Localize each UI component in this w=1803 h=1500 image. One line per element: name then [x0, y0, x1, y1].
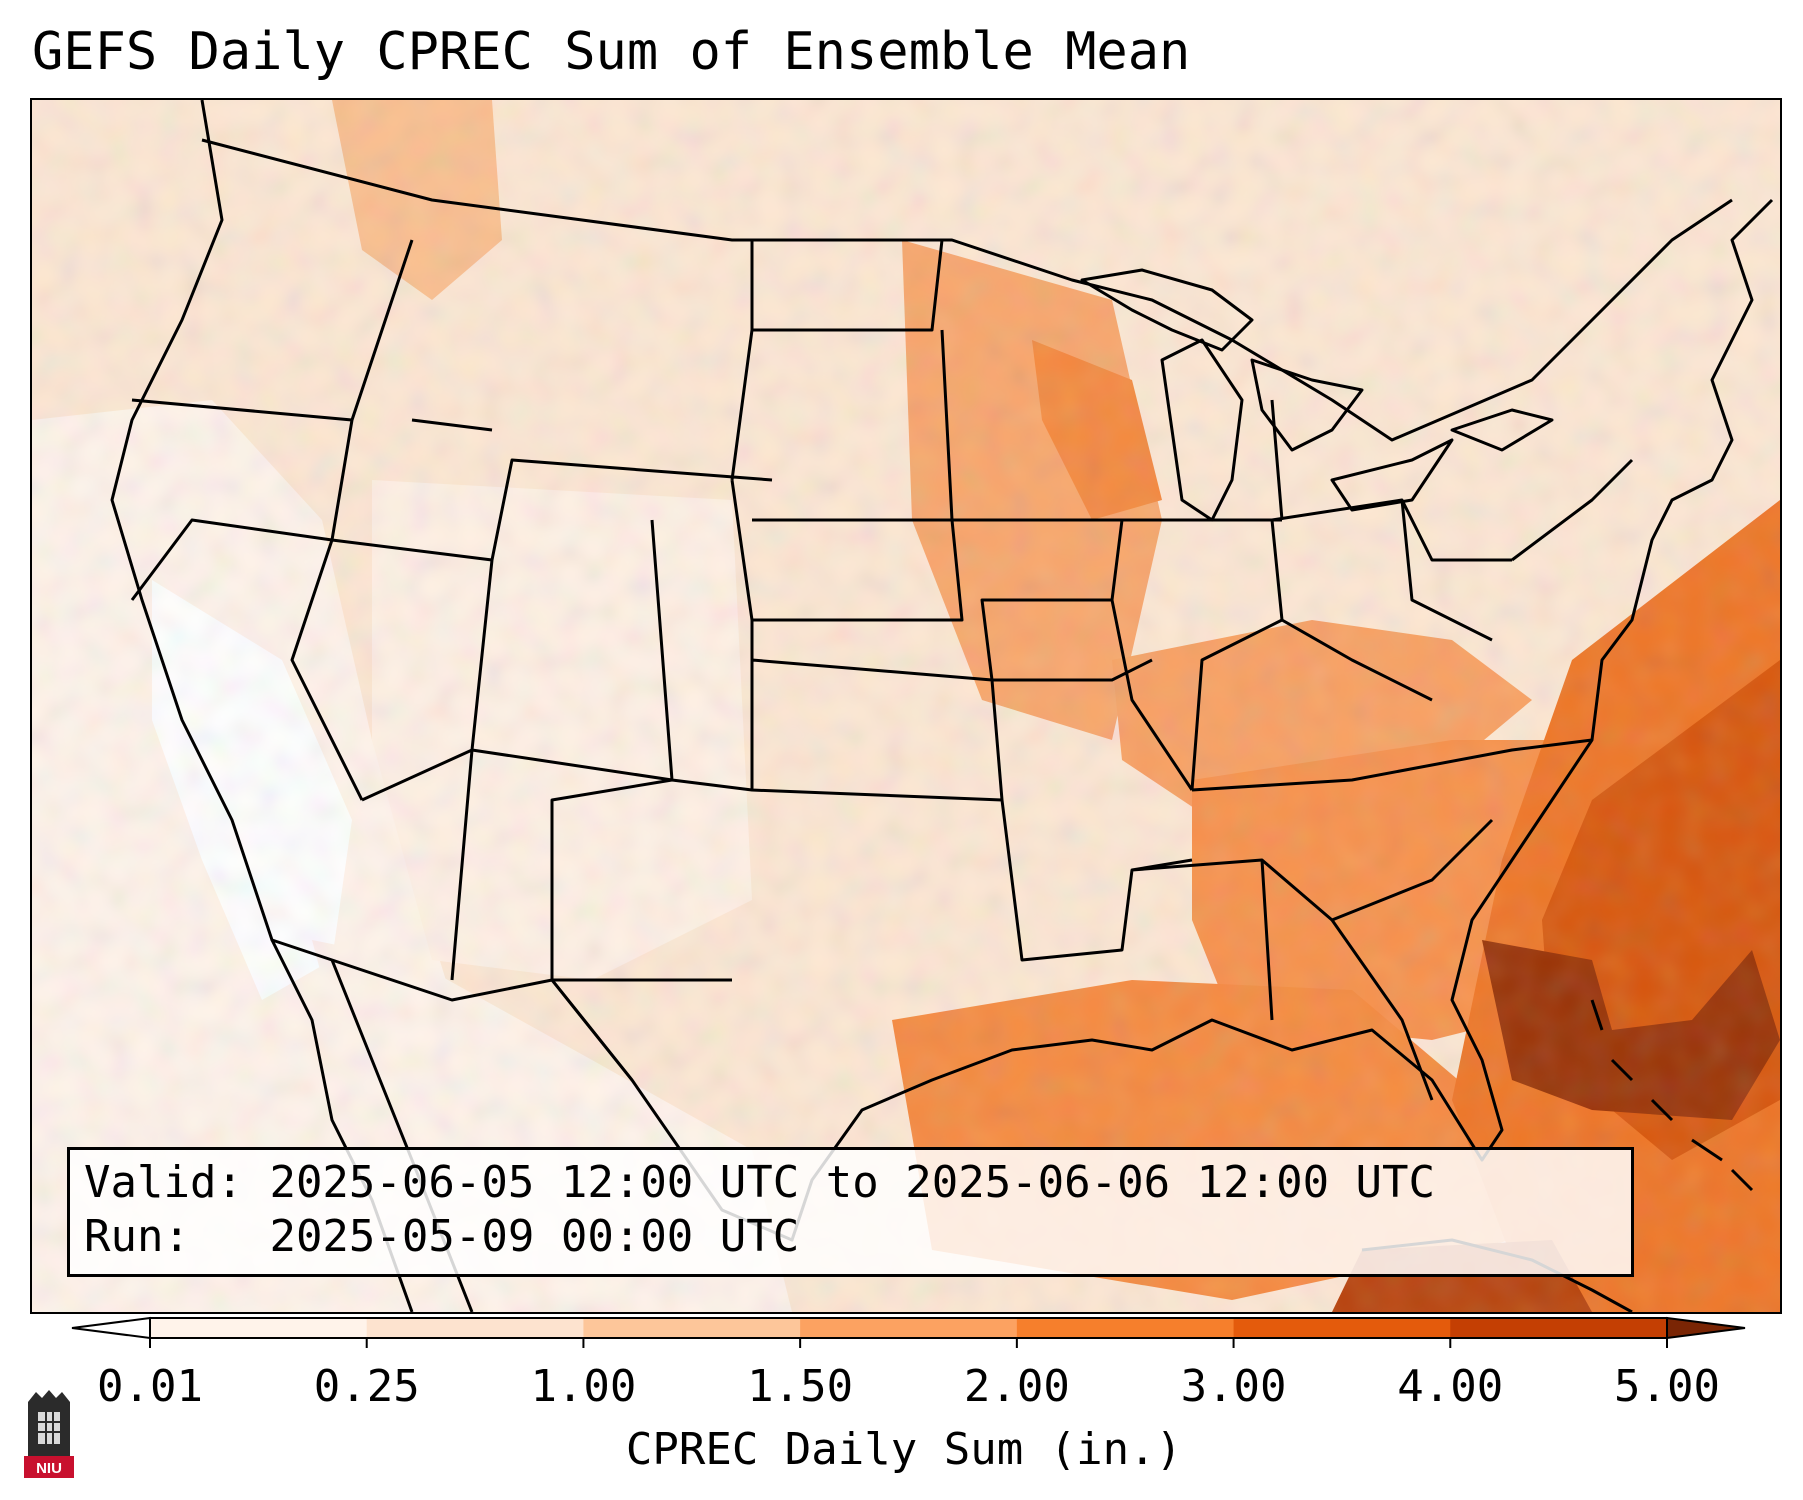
bahamas-islands — [1590, 999, 1754, 1192]
precip-texture — [32, 100, 1780, 1312]
valid-value: 2025-06-05 12:00 UTC to 2025-06-06 12:00… — [269, 1157, 1436, 1208]
logo-text: NIU — [36, 1460, 62, 1477]
colorbar-tick-label: 5.00 — [1614, 1361, 1720, 1412]
map-title: GEFS Daily CPREC Sum of Ensemble Mean — [32, 22, 1191, 82]
run-label: Run: — [84, 1211, 190, 1262]
colorbar-segment — [583, 1318, 801, 1338]
precip-field — [32, 100, 1780, 1312]
colorbar-tick-label: 0.01 — [97, 1361, 203, 1412]
colorbar-over-extension — [1666, 1316, 1746, 1340]
valid-run-info-box: Valid: 2025-06-05 12:00 UTC to 2025-06-0… — [67, 1147, 1634, 1277]
valid-label: Valid: — [84, 1157, 243, 1208]
logo-window-grid — [38, 1412, 60, 1444]
map-outlines — [110, 100, 1774, 1312]
colorbar-segment — [366, 1318, 584, 1338]
logo-window — [38, 1412, 60, 1444]
colorbar-under-extension — [71, 1316, 151, 1340]
colorbar-frame — [149, 1317, 1668, 1339]
niu-logo: NIU — [24, 1390, 74, 1478]
precip-map — [30, 98, 1782, 1314]
colorbar-segment — [1016, 1318, 1235, 1338]
colorbar-tick-label: 1.00 — [530, 1361, 637, 1412]
colorbar-tick-label: 2.00 — [963, 1361, 1070, 1412]
colorbar-tick-label: 4.00 — [1397, 1361, 1504, 1412]
colorbar-tick-label: 3.00 — [1180, 1361, 1287, 1412]
colorbar-segment — [800, 1318, 1018, 1338]
map-canvas — [32, 100, 1780, 1312]
colorbar-segment — [150, 1318, 368, 1338]
colorbar-tick-label: 1.50 — [747, 1361, 854, 1412]
colorbar-tick-label: 0.25 — [313, 1361, 420, 1412]
colorbar-segment — [1450, 1318, 1668, 1338]
great-lakes-outline — [1080, 268, 1554, 522]
colorbar-segments — [71, 1316, 1746, 1340]
us-coast-border-outline — [110, 100, 1774, 1242]
colorbar-segment — [1233, 1318, 1451, 1338]
state-borders — [130, 239, 1634, 1101]
colorbar-tick-marks — [149, 1338, 1668, 1348]
run-value: 2025-05-09 00:00 UTC — [269, 1211, 800, 1262]
colorbar-label: CPREC Daily Sum (in.) — [625, 1424, 1183, 1475]
logo-banner — [24, 1456, 74, 1478]
